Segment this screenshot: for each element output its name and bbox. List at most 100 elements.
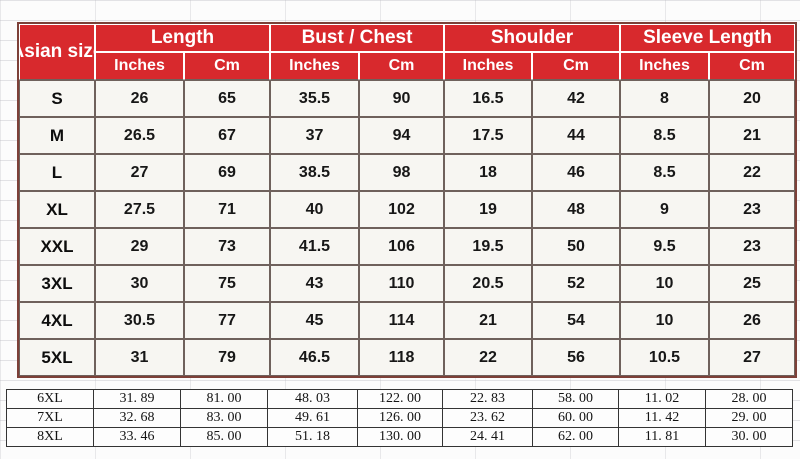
bust-cm-cell: 106 <box>359 228 444 265</box>
extended-table-row: 6XL 31. 89 81. 00 48. 03 122. 00 22. 83 … <box>6 389 793 409</box>
length-inches-cell: 31. 89 <box>93 389 181 409</box>
shoulder-cm-cell: 42 <box>532 80 620 117</box>
extended-table-row: 7XL 32. 68 83. 00 49. 61 126. 00 23. 62 … <box>6 408 793 428</box>
sleeve-cm-cell: 29. 00 <box>705 408 793 428</box>
sleeve-inches-cell: 9.5 <box>620 228 709 265</box>
shoulder-cm-cell: 58. 00 <box>532 389 619 409</box>
sleeve-cm-cell: 21 <box>709 117 795 154</box>
sleeve-inches-cell: 10 <box>620 265 709 302</box>
length-cm-cell: 67 <box>184 117 270 154</box>
sleeve-cm-cell: 25 <box>709 265 795 302</box>
header-sleeve-inches: Inches <box>620 52 709 80</box>
header-sleeve-length: Sleeve Length <box>620 24 795 52</box>
shoulder-cm-cell: 48 <box>532 191 620 228</box>
sleeve-cm-cell: 28. 00 <box>705 389 793 409</box>
size-cell: XL <box>19 191 95 228</box>
sleeve-cm-cell: 20 <box>709 80 795 117</box>
header-length-cm: Cm <box>184 52 270 80</box>
bust-cm-cell: 102 <box>359 191 444 228</box>
bust-cm-cell: 94 <box>359 117 444 154</box>
length-cm-cell: 83. 00 <box>180 408 268 428</box>
bust-inches-cell: 46.5 <box>270 339 359 376</box>
shoulder-inches-cell: 19 <box>444 191 532 228</box>
extended-size-table: 6XL 31. 89 81. 00 48. 03 122. 00 22. 83 … <box>6 389 793 447</box>
size-cell: 8XL <box>6 427 94 447</box>
length-inches-cell: 29 <box>95 228 184 265</box>
bust-cm-cell: 98 <box>359 154 444 191</box>
bust-inches-cell: 38.5 <box>270 154 359 191</box>
shoulder-inches-cell: 19.5 <box>444 228 532 265</box>
shoulder-cm-cell: 44 <box>532 117 620 154</box>
length-cm-cell: 65 <box>184 80 270 117</box>
length-cm-cell: 73 <box>184 228 270 265</box>
sleeve-inches-cell: 10.5 <box>620 339 709 376</box>
header-bust-inches: Inches <box>270 52 359 80</box>
header-bust-chest: Bust / Chest <box>270 24 444 52</box>
length-cm-cell: 79 <box>184 339 270 376</box>
sleeve-cm-cell: 23 <box>709 228 795 265</box>
sleeve-cm-cell: 22 <box>709 154 795 191</box>
size-cell: 6XL <box>6 389 94 409</box>
shoulder-cm-cell: 62. 00 <box>532 427 619 447</box>
bust-inches-cell: 49. 61 <box>267 408 358 428</box>
bust-inches-cell: 43 <box>270 265 359 302</box>
shoulder-inches-cell: 23. 62 <box>442 408 533 428</box>
sleeve-inches-cell: 10 <box>620 302 709 339</box>
size-cell: S <box>19 80 95 117</box>
shoulder-cm-cell: 52 <box>532 265 620 302</box>
size-cell: XXL <box>19 228 95 265</box>
length-cm-cell: 81. 00 <box>180 389 268 409</box>
size-cell: 7XL <box>6 408 94 428</box>
length-inches-cell: 27 <box>95 154 184 191</box>
sleeve-inches-cell: 11. 02 <box>618 389 706 409</box>
bust-cm-cell: 130. 00 <box>357 427 443 447</box>
bust-inches-cell: 45 <box>270 302 359 339</box>
length-cm-cell: 69 <box>184 154 270 191</box>
length-cm-cell: 71 <box>184 191 270 228</box>
header-sleeve-cm: Cm <box>709 52 795 80</box>
bust-cm-cell: 118 <box>359 339 444 376</box>
shoulder-cm-cell: 46 <box>532 154 620 191</box>
shoulder-cm-cell: 56 <box>532 339 620 376</box>
header-shoulder-inches: Inches <box>444 52 532 80</box>
extended-table-row: 8XL 33. 46 85. 00 51. 18 130. 00 24. 41 … <box>6 427 793 447</box>
length-inches-cell: 33. 46 <box>93 427 181 447</box>
sleeve-inches-cell: 8.5 <box>620 154 709 191</box>
size-cell: 5XL <box>19 339 95 376</box>
length-cm-cell: 77 <box>184 302 270 339</box>
bust-inches-cell: 41.5 <box>270 228 359 265</box>
sleeve-cm-cell: 30. 00 <box>705 427 793 447</box>
size-cell: 4XL <box>19 302 95 339</box>
size-chart-table: Asian size Length Bust / Chest Shoulder … <box>17 22 797 378</box>
bust-inches-cell: 35.5 <box>270 80 359 117</box>
bust-cm-cell: 126. 00 <box>357 408 443 428</box>
size-cell: M <box>19 117 95 154</box>
shoulder-inches-cell: 20.5 <box>444 265 532 302</box>
length-inches-cell: 30.5 <box>95 302 184 339</box>
length-cm-cell: 85. 00 <box>180 427 268 447</box>
shoulder-cm-cell: 60. 00 <box>532 408 619 428</box>
shoulder-inches-cell: 16.5 <box>444 80 532 117</box>
sleeve-inches-cell: 11. 42 <box>618 408 706 428</box>
shoulder-inches-cell: 24. 41 <box>442 427 533 447</box>
length-inches-cell: 26.5 <box>95 117 184 154</box>
bust-inches-cell: 48. 03 <box>267 389 358 409</box>
header-bust-cm: Cm <box>359 52 444 80</box>
shoulder-cm-cell: 54 <box>532 302 620 339</box>
shoulder-inches-cell: 22. 83 <box>442 389 533 409</box>
shoulder-inches-cell: 22 <box>444 339 532 376</box>
size-cell: 3XL <box>19 265 95 302</box>
length-inches-cell: 30 <box>95 265 184 302</box>
header-length: Length <box>95 24 270 52</box>
shoulder-inches-cell: 18 <box>444 154 532 191</box>
length-inches-cell: 32. 68 <box>93 408 181 428</box>
header-shoulder: Shoulder <box>444 24 620 52</box>
sleeve-inches-cell: 8 <box>620 80 709 117</box>
bust-inches-cell: 51. 18 <box>267 427 358 447</box>
shoulder-inches-cell: 17.5 <box>444 117 532 154</box>
size-cell: L <box>19 154 95 191</box>
bust-inches-cell: 40 <box>270 191 359 228</box>
header-asian-size: Asian size <box>19 24 95 80</box>
header-length-inches: Inches <box>95 52 184 80</box>
